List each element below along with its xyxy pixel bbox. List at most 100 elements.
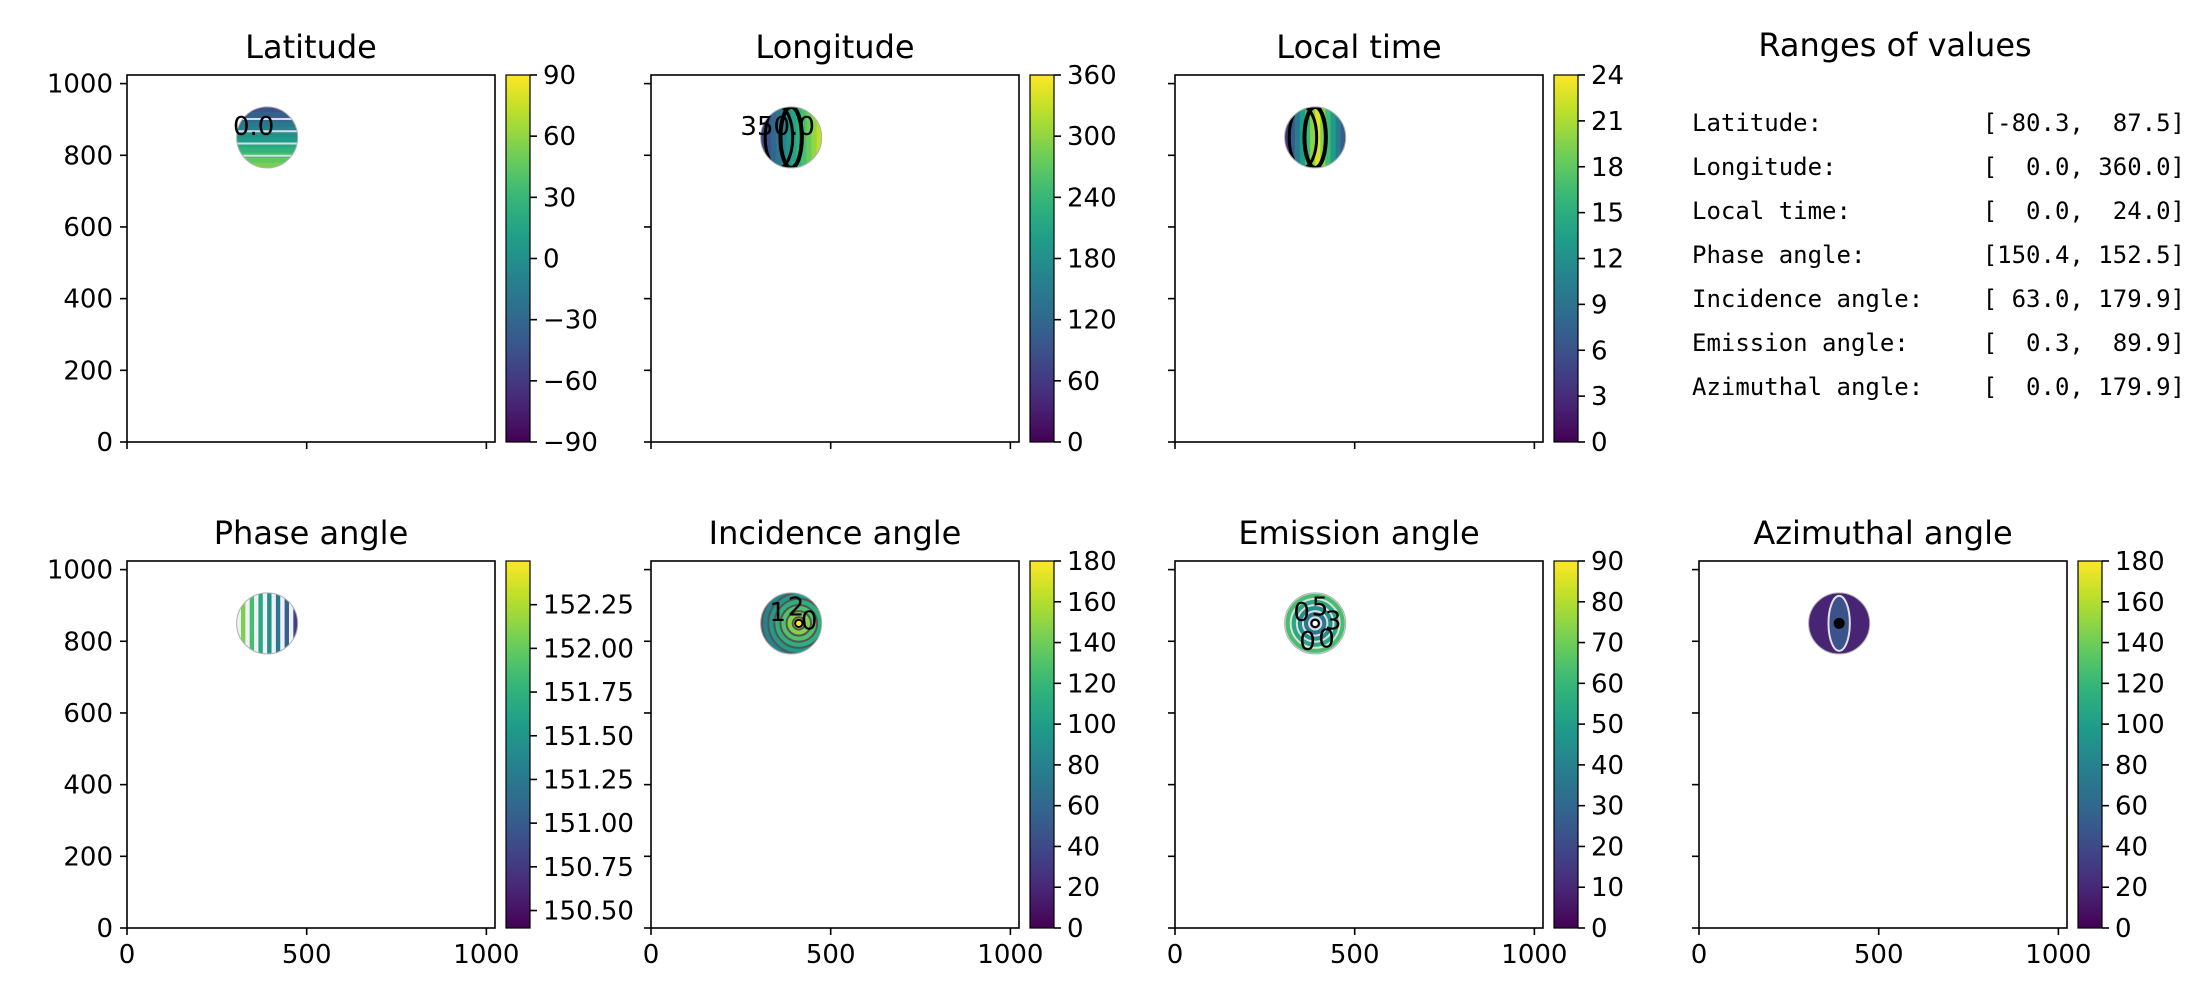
table-row: Emission angle: [ 0.3, 89.9] [1692, 329, 2185, 357]
colorbar-tick-label: −90 [543, 428, 598, 458]
colorbar-tick-label: 18 [1591, 153, 1624, 183]
contour-label: 0.0 [233, 112, 274, 142]
y-tick-label: 200 [63, 356, 113, 386]
colorbar: 0 20 40 60 80 100 120 140 160 180 [1029, 547, 1117, 944]
image-band [236, 111, 298, 118]
image-band [1330, 106, 1337, 168]
axes-frame [1698, 560, 2068, 929]
colorbar-tick-label: 50 [1591, 710, 1624, 740]
image-band [1340, 106, 1346, 168]
x-tick-label: 0 [119, 940, 136, 970]
colorbar: 0 60 120 180 240 300 360 [1029, 61, 1117, 458]
image-stripe [284, 592, 290, 654]
colorbar-tick-label: 60 [543, 122, 576, 152]
disk-outline [1808, 592, 1871, 655]
image-band [1320, 106, 1327, 168]
image-band [236, 116, 298, 124]
image-band [765, 106, 772, 168]
colorbar-tick-label: 24 [1591, 61, 1624, 91]
image-stripe [254, 592, 260, 654]
contour-line [1302, 106, 1328, 168]
colorbar: 0 20 40 60 80 100 120 140 160 180 [2077, 547, 2165, 944]
colorbar-tick-label: 360 [1067, 61, 1117, 91]
colorbar: 0 3 6 9 12 15 18 21 24 [1553, 61, 1624, 458]
colorbar-tick-label: −30 [543, 306, 598, 336]
colorbar-tick-label: 0 [2115, 914, 2132, 944]
image-band [236, 127, 298, 134]
image-band [1289, 106, 1296, 168]
colorbar-tick-label: 20 [1591, 832, 1624, 862]
image-band [236, 106, 298, 113]
colorbar-gradient [1029, 560, 1055, 929]
colorbar-tick-label: 60 [1591, 669, 1624, 699]
colorbar-tick-label: 40 [1067, 832, 1100, 862]
image-band [1310, 106, 1317, 168]
image-band [1294, 106, 1301, 168]
colorbar-tick-label: 0 [543, 245, 560, 275]
panel-phase-angle: Phase angle 0 500 1000 0 200 400 600 800 1000 150.… [47, 514, 634, 970]
image-disk [1284, 592, 1346, 654]
x-tick-label: 1000 [1501, 940, 1567, 970]
colorbar-tick-label: 60 [2115, 792, 2148, 822]
contour-line [1287, 106, 1319, 168]
colorbar-tick-label: 100 [1067, 710, 1117, 740]
contour-label: 0 [1318, 625, 1335, 655]
contour-center [1833, 617, 1845, 629]
colorbar-tick-label: 240 [1067, 183, 1117, 213]
colorbar-tick-label: 40 [1591, 751, 1624, 781]
colorbar-tick-label: 30 [1591, 792, 1624, 822]
y-tick-label: 600 [63, 699, 113, 729]
disk-outline [1284, 592, 1347, 655]
panel-title: Azimuthal angle [1753, 514, 2012, 552]
image-band [816, 106, 822, 168]
colorbar-gradient [1553, 560, 1579, 929]
colorbar-tick-label: 300 [1067, 122, 1117, 152]
panel-azimuthal-angle: Azimuthal angle 0 500 1000 0 20 40 60 80 100 120 14… [1691, 514, 2165, 970]
image-band [806, 106, 813, 168]
panel-latitude: Latitude 0.0 0 200 400 600 800 1000 −90 −60 −30 0 30… [47, 28, 598, 458]
table-row-label: Phase angle: [1692, 241, 1865, 269]
disk-outline [760, 592, 823, 655]
table-row-range: [150.4, 152.5] [1983, 241, 2185, 269]
colorbar: 0 10 20 30 40 50 60 70 80 90 [1553, 547, 1624, 944]
colorbar-tick-label: 180 [1067, 547, 1117, 577]
colorbar-tick-label: 20 [1067, 873, 1100, 903]
contour-label: 2 [788, 593, 805, 623]
table-row-label: Local time: [1692, 197, 1851, 225]
x-tick-label: 1000 [977, 940, 1043, 970]
panel-title: Incidence angle [709, 514, 962, 552]
colorbar-gradient [505, 560, 531, 929]
colorbar-tick-label: 3 [1591, 382, 1608, 412]
image-stripe [271, 592, 277, 654]
axes-frame [650, 74, 1020, 443]
image-band [236, 147, 298, 154]
colorbar-tick-label: 120 [2115, 669, 2165, 699]
image-band [780, 106, 788, 168]
colorbar-tick-label: 70 [1591, 629, 1624, 659]
image-disk [1284, 106, 1346, 168]
y-tick-label: 0 [96, 914, 113, 944]
colorbar-gradient [2077, 560, 2103, 929]
colorbar-tick-label: 151.75 [543, 678, 634, 708]
panel-longitude: Longitude 350.0 0 60 120 180 240 300 360 [644, 28, 1117, 458]
panel-title: Longitude [755, 28, 914, 66]
table-row-range: [ 0.0, 179.9] [1983, 373, 2185, 401]
table-row-label: Longitude: [1692, 153, 1837, 181]
panel-title: Latitude [245, 28, 377, 66]
image-band [1284, 106, 1291, 168]
colorbar-tick-label: 160 [2115, 588, 2165, 618]
colorbar-tick-label: 60 [1067, 792, 1100, 822]
x-tick-label: 500 [282, 940, 332, 970]
x-tick-label: 0 [643, 940, 660, 970]
panel-local-time: Local time 0 3 6 9 12 15 18 21 24 [1168, 28, 1624, 458]
table-row-range: [-80.3, 87.5] [1983, 109, 2185, 137]
colorbar-tick-label: 140 [1067, 629, 1117, 659]
table-row-range: [ 0.3, 89.9] [1983, 329, 2185, 357]
colorbar-tick-label: 151.50 [543, 722, 634, 752]
colorbar-tick-label: 140 [2115, 629, 2165, 659]
colorbar-tick-label: 152.00 [543, 634, 634, 664]
colorbar-tick-label: 9 [1591, 290, 1608, 320]
image-band [236, 132, 298, 139]
table-row-range: [ 63.0, 179.9] [1983, 285, 2185, 313]
colorbar-tick-label: 20 [2115, 873, 2148, 903]
